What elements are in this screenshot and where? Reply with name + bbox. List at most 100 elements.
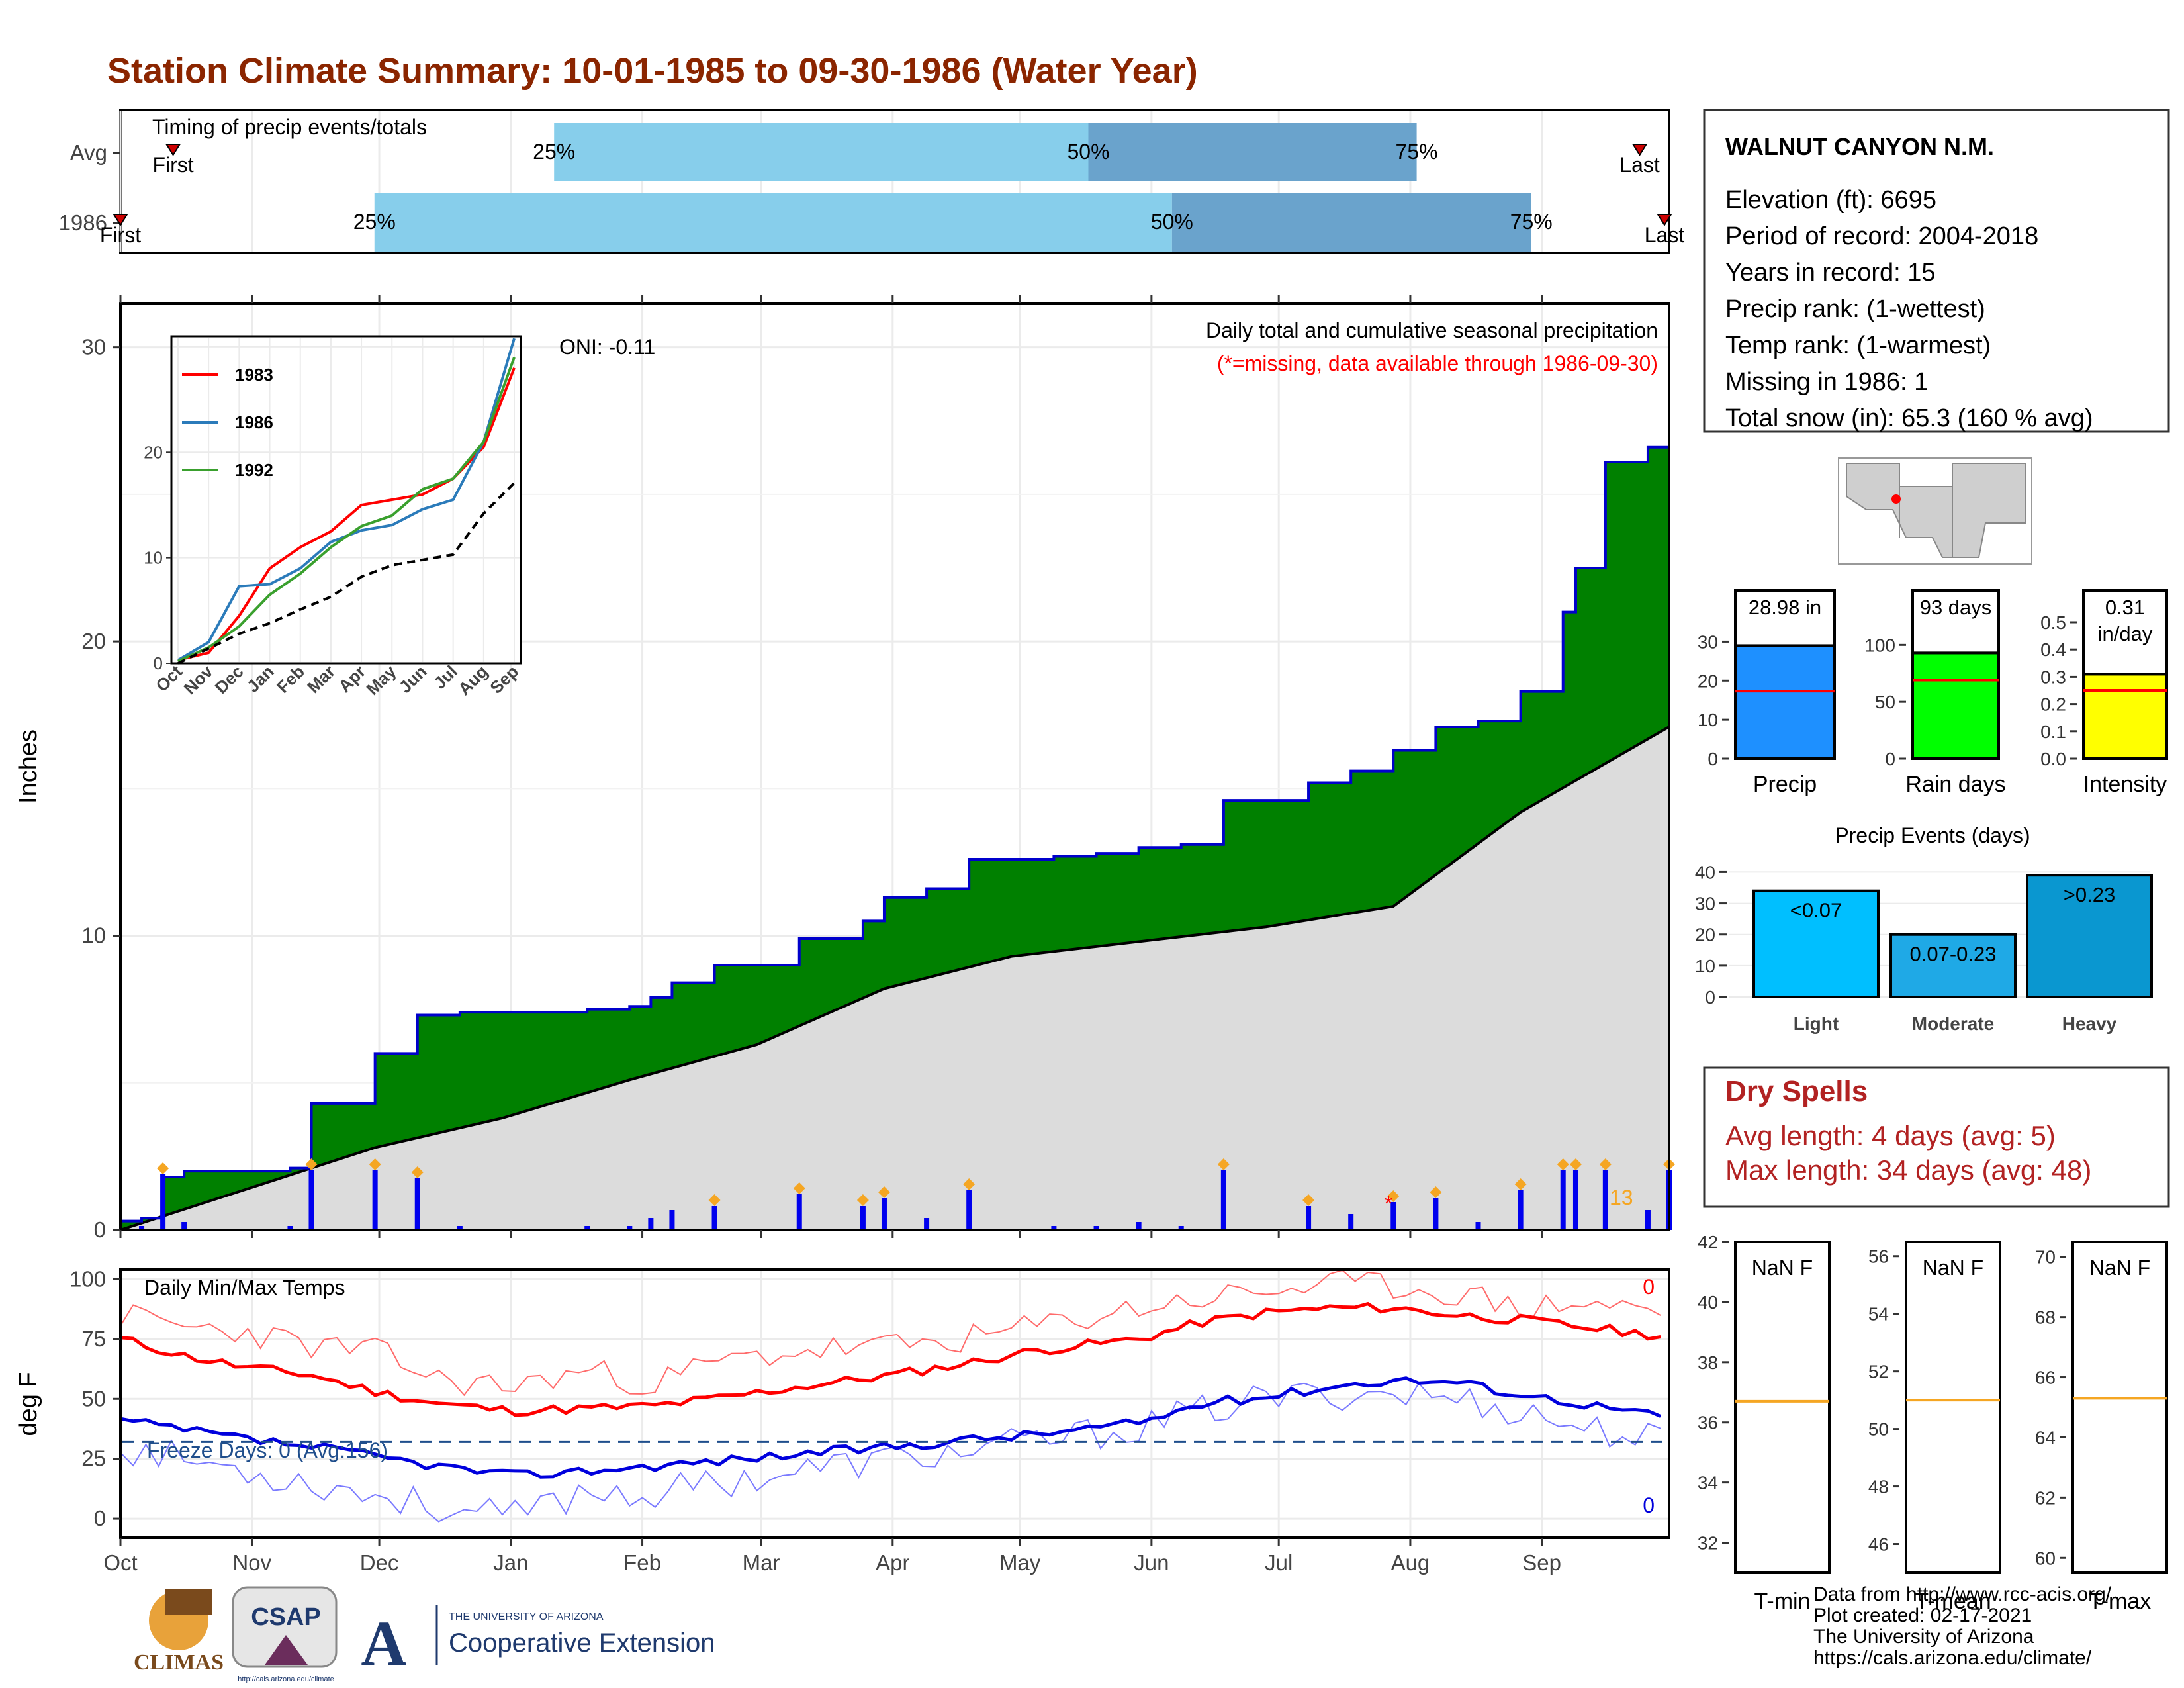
month-label: Aug — [1391, 1550, 1430, 1575]
temp-ytick-label: 50 — [81, 1386, 106, 1411]
daily-precip-bar — [1602, 1170, 1608, 1230]
dry-spells-max: Max length: 34 days (avg: 48) — [1725, 1154, 2091, 1186]
station-info-line: Total snow (in): 65.3 (160 % avg) — [1725, 404, 2093, 432]
event-category-label: Moderate — [1912, 1013, 1994, 1034]
precip-total-bar-chart: 28.98 in 0 10 20 30 Precip — [1698, 589, 1836, 797]
csap-mountain-icon — [265, 1635, 308, 1665]
inset-line-1992 — [177, 357, 516, 663]
temp-panel: Daily Min/Max Temps Freeze Days: 0 (Avg:… — [15, 1266, 1670, 1575]
events-ytick-label: 10 — [1695, 956, 1715, 976]
timing-row-avg-label: Avg — [70, 140, 107, 165]
summary-ytick-label: 100 — [1864, 635, 1895, 655]
timing-pct-label: 25% — [353, 210, 396, 234]
summary-bar-label-box — [1734, 589, 1836, 647]
precip-events-chart: Precip Events (days) 0 10 20 30 40 <0.07 Light… — [1695, 823, 2153, 1034]
daily-precip-bar — [1051, 1226, 1057, 1230]
month-label: Dec — [360, 1550, 399, 1575]
temp-summary-ytick-label: 62 — [2035, 1487, 2056, 1508]
ua-small-text: THE UNIVERSITY OF ARIZONA — [449, 1611, 604, 1622]
location-map — [1838, 457, 2032, 565]
daily-precip-bar — [1390, 1202, 1396, 1230]
climas-logo: CLIMAS — [134, 1589, 224, 1675]
cumulative-precip-line — [120, 377, 1670, 1223]
last-label: Last — [1645, 223, 1685, 247]
temp-ytick-label: 75 — [81, 1327, 106, 1351]
tmax-average-line — [120, 1301, 1661, 1417]
dry-spells-title: Dry Spells — [1725, 1075, 1868, 1107]
footer-credit-line: The University of Arizona — [1813, 1626, 2034, 1648]
footer-credit-line: Plot created: 02-17-2021 — [1813, 1605, 2032, 1626]
inset-ytick-label: 10 — [144, 548, 163, 568]
station-box-frame — [1703, 109, 2170, 433]
footer-credits: Data from http://www.rcc-acis.org/Plot c… — [1813, 1583, 2112, 1669]
heavy-event-marker-icon — [1514, 1178, 1527, 1190]
event-bar — [1752, 889, 1880, 998]
temp-summary-ytick-label: 40 — [1698, 1292, 1718, 1313]
daily-precip-bar — [860, 1206, 866, 1230]
heavy-event-marker-icon — [793, 1182, 805, 1194]
precip-ytick-label: 20 — [81, 629, 106, 653]
daily-precip-bar — [287, 1226, 293, 1230]
min-count-label: 0 — [1643, 1493, 1655, 1517]
inset-yticks: 0 10 20 — [144, 442, 171, 673]
month-label: Oct — [103, 1550, 137, 1575]
daily-precip-bar — [139, 1226, 145, 1230]
summary-bar — [1911, 651, 2000, 760]
summary-ytick-label: 0.3 — [2040, 667, 2066, 687]
temp-ytick-label: 100 — [69, 1266, 106, 1291]
temp-summary-ytick-label: 60 — [2035, 1548, 2056, 1568]
temp-summary-bar-frame — [1905, 1241, 2001, 1574]
station-info-line: Temp rank: (1-warmest) — [1725, 332, 1991, 359]
inset-ytick-label: 20 — [144, 442, 163, 462]
event-bar — [1889, 933, 2017, 998]
daily-precip-bar — [924, 1218, 930, 1230]
summary-ytick-label: 0 — [1885, 749, 1895, 769]
timing-labels: 25% 50% 75% First Last 25% 50% 75% First Last — [100, 140, 1684, 247]
ua-a-icon: A — [361, 1608, 406, 1679]
summary-ytick-label: 30 — [1698, 632, 1718, 652]
timing-caption: Timing of precip events/totals — [152, 115, 427, 139]
month-label: Sep — [1522, 1550, 1561, 1575]
summary-bar-title: Rain days — [1905, 772, 2005, 797]
tmax-daily-line — [120, 1269, 1661, 1397]
dry-spells-frame — [1703, 1066, 2170, 1208]
summary-bar-value: 0.31 — [2105, 596, 2145, 619]
tmin-average-line — [120, 1376, 1662, 1479]
heavy-event-marker-icon — [1430, 1186, 1442, 1198]
first-marker-icon — [113, 214, 128, 226]
temp-yticks: 0 25 50 75 100 — [69, 1266, 120, 1530]
temp-summary-ytick-label: 52 — [1868, 1362, 1889, 1382]
precip-panel-frame — [119, 302, 1670, 1231]
daily-precip-bar — [711, 1206, 717, 1230]
heavy-event-marker-icon — [856, 1194, 869, 1206]
csap-cloud-icon — [232, 1586, 338, 1668]
events-ytick-label: 30 — [1695, 894, 1715, 914]
daily-precip-bar — [669, 1210, 675, 1230]
daily-precip-bar — [1560, 1170, 1566, 1230]
heavy-event-marker-icon — [157, 1162, 169, 1174]
summary-ytick-label: 0.4 — [2040, 639, 2066, 660]
events-ytick-label: 0 — [1705, 987, 1715, 1008]
station-location-dot — [1891, 494, 1901, 504]
daily-precip-bar — [1136, 1222, 1142, 1230]
first-label: First — [152, 153, 193, 177]
timing-bar-avg-dark — [1088, 123, 1417, 181]
precip-panel: Daily total and cumulative seasonal prec… — [15, 295, 1675, 1242]
timing-bar-avg-light — [554, 123, 1089, 181]
missing-star: * — [1384, 1192, 1392, 1217]
heavy-event-marker-icon — [1599, 1158, 1612, 1170]
temp-summary-ytick-label: 34 — [1698, 1473, 1718, 1493]
temp-summary-ytick-label: 50 — [1868, 1419, 1889, 1440]
temp-xticks: Oct Nov Dec Jan Feb Mar Apr May Jun Jul Aug Sep — [103, 1538, 1561, 1575]
summary-ytick-label: 50 — [1875, 692, 1895, 712]
climas-mark — [165, 1589, 212, 1615]
temp-summary-ytick-label: 42 — [1698, 1232, 1718, 1252]
precip-ytick-label: 30 — [81, 335, 106, 359]
temp-summary-ytick-label: 64 — [2035, 1427, 2056, 1448]
inset-legend-label: 1986 — [235, 412, 273, 432]
heavy-event-marker-icon — [878, 1186, 890, 1198]
station-info-line: Period of record: 2004-2018 — [1725, 222, 2038, 250]
events-bars: 0 10 20 30 40 <0.07 Light 0.07-0.23 Moderate >0.2… — [1695, 862, 2153, 1034]
event-category-label: Heavy — [2062, 1013, 2117, 1034]
